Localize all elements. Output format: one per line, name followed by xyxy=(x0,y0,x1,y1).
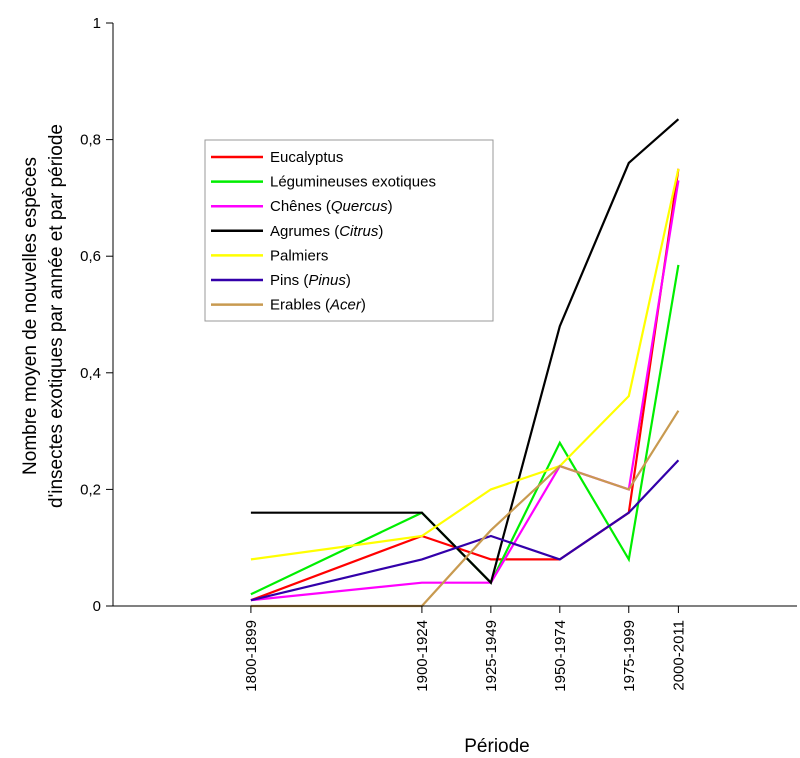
legend-item: Chênes (Quercus) xyxy=(211,198,393,215)
x-tick-label: 1975-1999 xyxy=(621,620,638,692)
legend-item: Agrumes (Citrus) xyxy=(211,223,383,240)
series-line-pins xyxy=(250,459,680,602)
legend-item: Erables (Acer) xyxy=(211,297,366,314)
legend-item: Eucalyptus xyxy=(211,149,343,166)
legend-label: Pins (Pinus) xyxy=(270,272,351,289)
y-axis-title-line1: Nombre moyen de nouvelles espèces xyxy=(20,157,41,475)
x-tick-label: 2000-2011 xyxy=(670,620,687,691)
legend-label: Agrumes (Citrus) xyxy=(270,223,383,240)
x-ticks: 1800-1899 1900-1924 1925-1949 1950-1974 1975… xyxy=(243,606,687,692)
series-line-eucalyptus xyxy=(250,168,680,602)
y-ticks: 0 0,2 0,4 0,6 0,8 1 xyxy=(80,15,113,615)
legend-item: Légumineuses exotiques xyxy=(211,174,436,191)
series-line-agrumes xyxy=(250,118,680,585)
x-tick-label: 1925-1949 xyxy=(483,620,500,692)
series-line-légumineuses-exotiques xyxy=(250,264,680,596)
legend-label: Légumineuses exotiques xyxy=(270,174,436,191)
legend: Eucalyptus Légumineuses exotiques Chênes (… xyxy=(204,139,494,322)
y-axis-title-line2: d'insectes exotiques par année et par pé… xyxy=(46,124,67,508)
legend-label: Palmiers xyxy=(270,247,328,264)
legend-label: Eucalyptus xyxy=(270,149,343,166)
y-tick-label: 0,8 xyxy=(80,132,101,149)
x-axis-title: Période xyxy=(464,736,530,757)
x-tick-label: 1800-1899 xyxy=(243,620,260,692)
legend-item: Palmiers xyxy=(211,247,328,264)
y-tick-label: 0,6 xyxy=(80,248,101,265)
series-line-chênes xyxy=(250,180,680,602)
y-tick-label: 1 xyxy=(93,15,101,32)
legend-label: Erables (Acer) xyxy=(270,297,366,314)
x-tick-label: 1950-1974 xyxy=(552,620,569,692)
legend-label: Chênes (Quercus) xyxy=(270,198,393,215)
y-tick-label: 0,2 xyxy=(80,481,101,498)
series-line-palmiers xyxy=(250,168,680,561)
x-tick-label: 1900-1924 xyxy=(414,620,431,692)
legend-item: Pins (Pinus) xyxy=(211,272,351,289)
y-tick-label: 0,4 xyxy=(80,365,101,382)
y-tick-label: 0 xyxy=(93,598,101,615)
